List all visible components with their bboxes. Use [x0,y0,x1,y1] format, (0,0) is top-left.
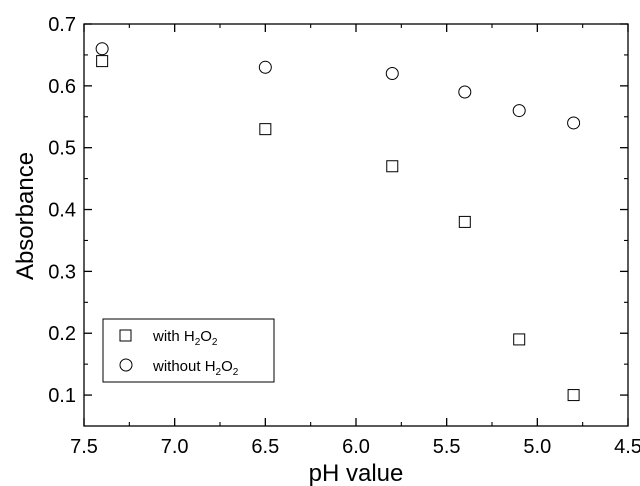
data-point-circle [385,66,399,80]
y-axis-title: Absorbance [12,152,39,280]
y-tick-label: 0.1 [48,385,76,407]
x-tick-label: 5.5 [433,436,461,458]
x-axis-title: pH value [309,460,404,486]
data-point-circle [512,104,526,118]
y-tick-label: 0.6 [48,76,76,98]
data-point-square [567,389,580,402]
data-point-square [259,123,272,136]
data-point-circle [258,60,272,74]
data-point-square [458,215,471,228]
tick-labels-layer: 7.5 7.0 6.5 6.0 5.5 5.0 4.5 0.1 0.2 0.3 0.4 0.5 0.6 0… [48,14,640,458]
y-tick-label: 0.2 [48,323,76,345]
data-point-circle [458,85,472,99]
legend-label-with-h2o2: with H2O2 [152,328,218,348]
data-marks-layer [95,42,581,402]
data-point-circle [567,116,581,130]
data-point-square [386,160,399,173]
legend-marker-circle [119,358,133,372]
x-tick-label: 7.0 [161,436,189,458]
y-tick-label: 0.3 [48,261,76,283]
data-point-square [513,333,526,346]
y-tick-label: 0.5 [48,138,76,160]
x-tick-label: 5.0 [523,436,551,458]
legend: with H2O2 without H2O2 [102,318,275,383]
x-tick-label: 6.5 [251,436,279,458]
ticks-layer [83,23,629,426]
data-point-circle [95,42,109,56]
x-tick-label: 6.0 [342,436,370,458]
data-point-square [96,55,109,68]
legend-marker-square [119,329,132,342]
legend-label-without-h2o2: without H2O2 [152,358,239,378]
x-tick-label: 7.5 [70,436,98,458]
x-tick-label: 4.5 [614,436,640,458]
y-tick-label: 0.7 [48,14,76,36]
y-tick-label: 0.4 [48,200,76,222]
